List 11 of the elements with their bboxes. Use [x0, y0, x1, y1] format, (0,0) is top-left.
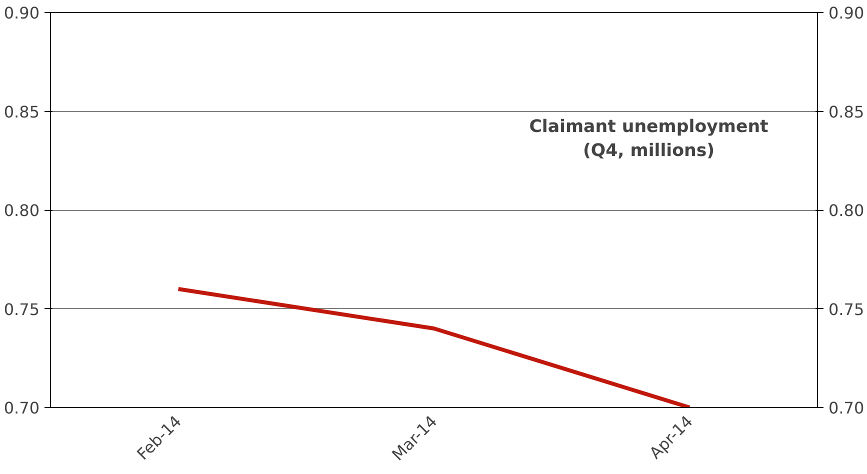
y2-tick-label: 0.80	[828, 201, 864, 220]
y-tick-label: 0.75	[4, 300, 40, 319]
y-tick-label: 0.80	[4, 201, 40, 220]
y2-tick-label: 0.90	[828, 4, 864, 22]
y2-tick-label: 0.85	[828, 102, 864, 122]
y2-tick-label: 0.70	[828, 398, 864, 418]
y-tick-label: 0.70	[4, 398, 40, 418]
y-tick-label: 0.85	[4, 102, 40, 122]
text: Claimant unemployment (Q4, millions)	[529, 116, 768, 161]
y2-tick-label: 0.75	[828, 300, 864, 319]
y-tick-label: 0.90	[4, 4, 40, 22]
